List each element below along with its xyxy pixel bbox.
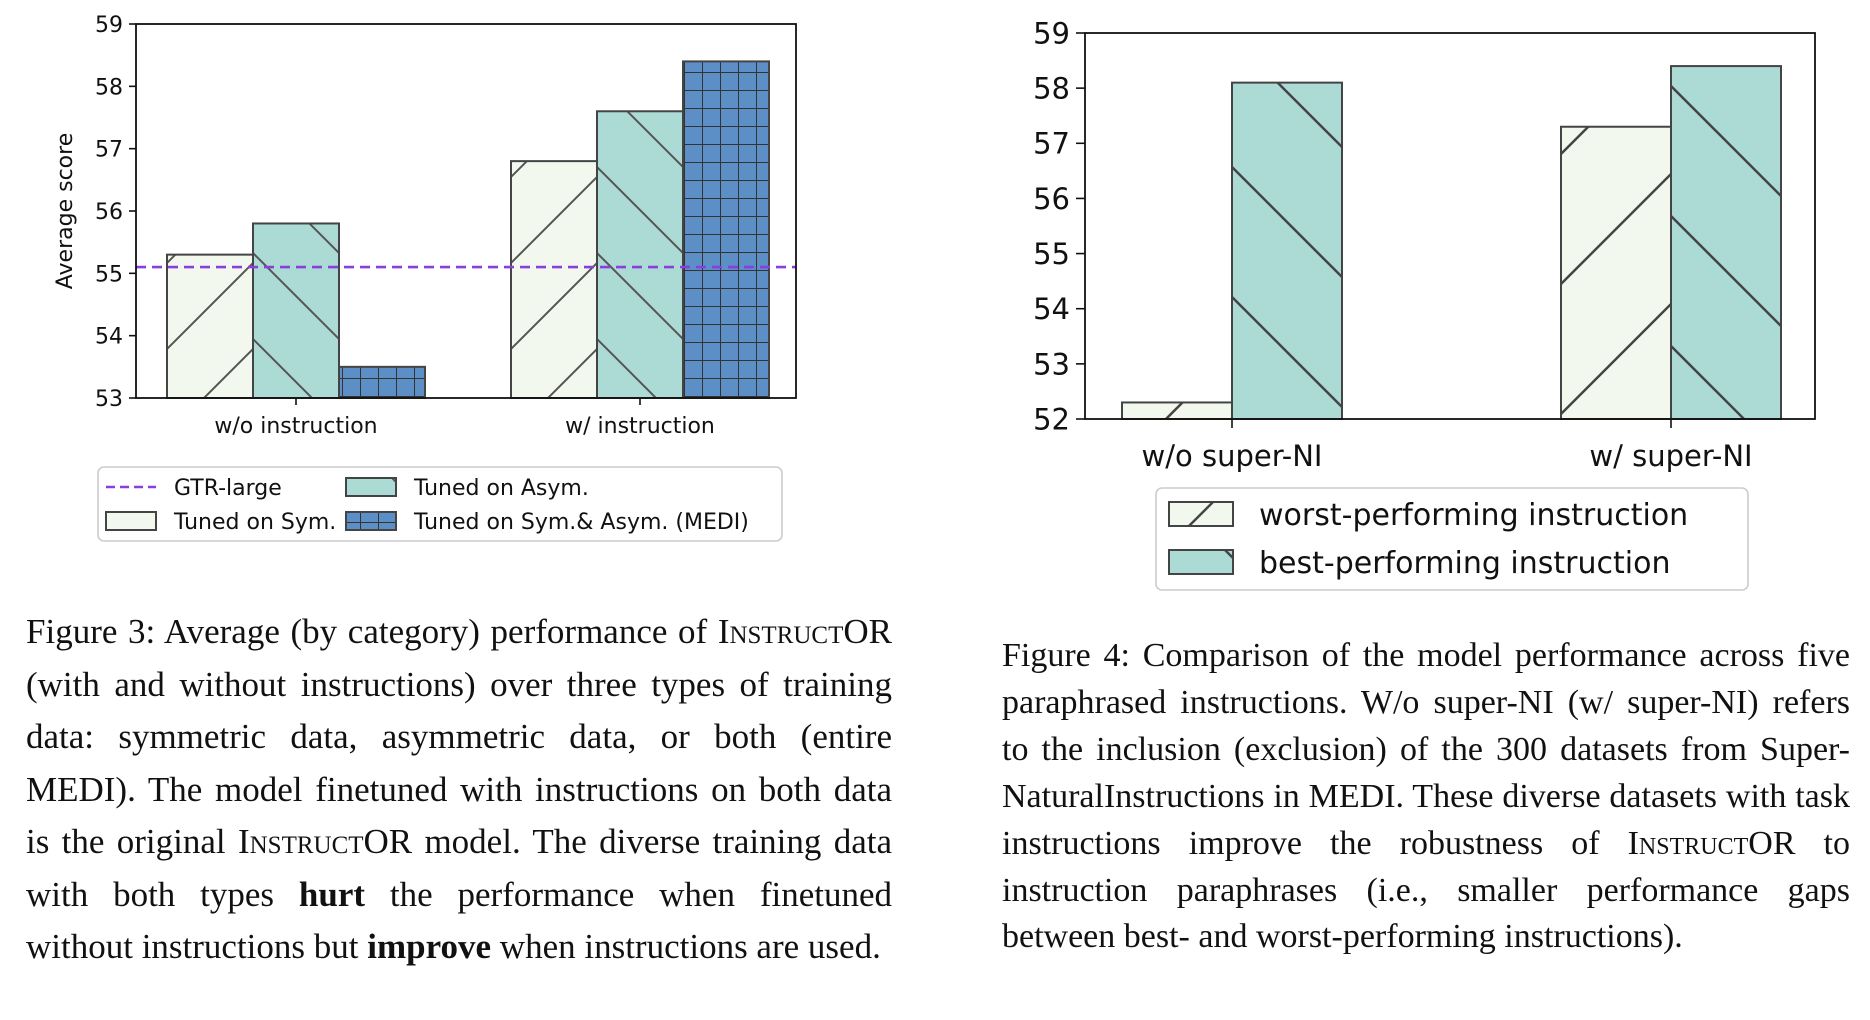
figure3-legend: GTR-large Tuned on Sym. Tuned on Asym. Tune… (97, 466, 783, 542)
y-tick-label: 55 (1033, 237, 1070, 271)
y-axis-label: Average score (53, 133, 78, 289)
caption-text: Figure 4: Comparison of the model perfor… (1002, 637, 1850, 862)
caption-text: OR to instruction paraphrases (i.e., sma… (1002, 824, 1850, 956)
x-category-label: w/o super-NI (1142, 439, 1323, 473)
legend-swatch-hatch (105, 511, 157, 531)
y-tick-label: 54 (95, 325, 123, 350)
y-tick-label: 58 (1033, 72, 1070, 106)
bar-hatch (252, 222, 340, 399)
bar-hatch (510, 160, 598, 399)
legend-label-gtr-large: GTR-large (174, 476, 282, 501)
y-tick-label: 56 (1033, 182, 1070, 216)
legend-label-tuned-on-sym-asym-medi: Tuned on Sym.& Asym. (MEDI) (413, 510, 749, 535)
caption-smallcaps: Instruct (237, 822, 364, 861)
legend-frame (1155, 487, 1749, 591)
y-tick-label: 57 (95, 138, 123, 163)
legend-label-worst-performing-instruction: worst-performing instruction (1259, 498, 1688, 533)
legend-label-tuned-on-sym: Tuned on Sym. (173, 510, 336, 535)
legend-label-best-performing-instruction: best-performing instruction (1259, 546, 1670, 581)
figure3-chart: 53 54 55 56 57 58 59 w/o instruction w/ instruct… (53, 13, 797, 542)
y-tick-label: 59 (1033, 16, 1070, 50)
x-category-label: w/ instruction (565, 414, 715, 439)
x-category-label: w/o instruction (214, 414, 377, 439)
bar-hatch (166, 253, 254, 399)
legend-swatch-hatch (1168, 549, 1234, 575)
caption-text: when instructions are used. (491, 927, 881, 966)
bar-hatch (1231, 81, 1343, 420)
caption-text: OR model. The diverse training data with… (26, 822, 892, 914)
legend-frame (97, 466, 783, 542)
legend-label-tuned-on-asym: Tuned on Asym. (413, 476, 589, 501)
y-tick-label: 56 (95, 200, 123, 225)
legend-swatch-hatch (345, 477, 397, 497)
legend-swatch-hatch (1168, 501, 1234, 527)
caption-bold: improve (367, 927, 492, 966)
figure4-caption: Figure 4: Comparison of the model perfor… (1002, 633, 1850, 961)
y-tick-label: 57 (1033, 127, 1070, 161)
caption-bold: hurt (298, 874, 366, 914)
bar-hatch (1121, 401, 1233, 421)
y-tick-label: 58 (95, 75, 123, 100)
x-category-label: w/ super-NI (1589, 439, 1752, 473)
y-tick-label: 53 (95, 387, 123, 412)
y-tick-label: 59 (95, 13, 123, 38)
bar-hatch (596, 110, 684, 400)
y-tick-label: 54 (1033, 292, 1070, 326)
bar-hatch (1670, 65, 1782, 420)
plot-frame (135, 23, 797, 399)
legend-swatch-hatch (345, 511, 397, 531)
caption-text: the performance when finetuned without i… (26, 874, 892, 967)
figure3-caption: Figure 3: Average (by category) performa… (26, 606, 892, 974)
bar-hatch (682, 60, 770, 400)
caption-text: OR (with and without instructions) over … (26, 612, 892, 861)
bar-hatch (1560, 125, 1672, 420)
y-tick-label: 55 (95, 262, 123, 287)
y-tick-label: 53 (1033, 347, 1070, 381)
caption-text: Figure 3: Average (by category) performa… (26, 612, 718, 651)
caption-smallcaps: Instruct (717, 612, 844, 651)
plot-frame (1084, 32, 1816, 420)
caption-smallcaps: Instruct (1627, 824, 1749, 862)
y-tick-label: 52 (1033, 402, 1070, 436)
bar-hatch (338, 365, 426, 400)
figure4-legend: worst-performing instruction best-perform… (1155, 487, 1749, 591)
